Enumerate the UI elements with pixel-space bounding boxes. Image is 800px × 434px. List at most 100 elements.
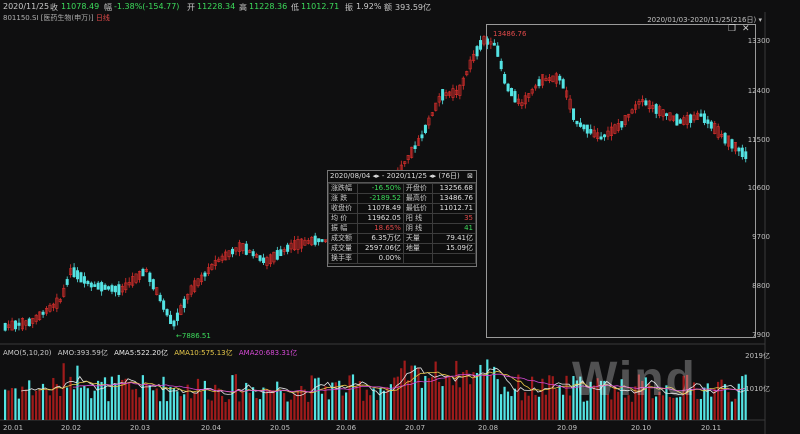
stats-label: 地量 — [402, 243, 434, 254]
volume-bar — [59, 395, 62, 420]
stats-label: 最高价 — [402, 193, 434, 204]
volume-bar — [717, 381, 720, 420]
candle — [58, 299, 62, 303]
candle — [682, 117, 686, 125]
date-tick: 20.04 — [201, 424, 222, 432]
candle — [427, 117, 431, 126]
candle — [696, 112, 700, 120]
volume-bar — [155, 388, 158, 420]
close-icon[interactable]: ✕ — [742, 24, 750, 34]
amo-title: AMO(5,10,20) — [3, 349, 52, 357]
volume-bar — [599, 380, 603, 420]
range-label[interactable]: 2020/01/03-2020/11/25(216日) ▾ — [647, 15, 762, 25]
candle — [289, 242, 293, 250]
candle — [48, 304, 52, 312]
volume-bar — [362, 400, 365, 420]
candle — [279, 249, 283, 257]
volume-bar — [637, 374, 640, 420]
candle — [565, 90, 569, 98]
candle — [182, 298, 186, 308]
maximize-icon[interactable]: ❐ — [728, 24, 737, 34]
candle — [196, 278, 200, 287]
candle — [423, 124, 427, 134]
volume-bar — [376, 400, 379, 420]
price-tick: 10600 — [747, 184, 770, 192]
quote-bar: 2020/11/25 收 11078.49 幅 -1.38%(-154.77) … — [0, 0, 800, 12]
volume-bar — [465, 370, 468, 420]
volume-bar — [320, 393, 324, 420]
candle — [141, 268, 145, 277]
candle — [24, 320, 28, 326]
candle — [592, 129, 596, 138]
volume-bar — [14, 388, 17, 420]
volume-bar — [200, 391, 203, 420]
candle — [499, 60, 503, 70]
volume-bar — [62, 363, 65, 420]
volume-bar — [100, 381, 103, 420]
date-tick: 20.03 — [130, 424, 151, 432]
volume-bar — [648, 383, 651, 420]
volume-bar — [555, 389, 558, 420]
volume-bar — [38, 389, 41, 420]
interval-selection-box[interactable] — [486, 24, 756, 338]
volume-bar — [713, 388, 716, 420]
volume-bar — [641, 380, 644, 420]
candle — [634, 104, 638, 110]
candle — [516, 98, 520, 104]
stats-label: 换手率 — [327, 253, 359, 264]
volume-bar — [520, 400, 523, 420]
candle — [231, 248, 235, 255]
candle — [186, 293, 190, 300]
volume-bar — [4, 389, 7, 420]
candle — [733, 142, 737, 152]
volume-bar — [134, 388, 138, 420]
candle — [709, 121, 713, 129]
candle — [692, 114, 696, 121]
open-value: 11228.34 — [197, 2, 236, 11]
stats-value: 41 — [432, 223, 476, 234]
volume-bar — [741, 376, 744, 420]
volume-bar — [103, 377, 107, 420]
volume-bar — [17, 398, 20, 420]
ama20-value: AMA20:683.31亿 — [238, 349, 298, 357]
volume-bar — [117, 374, 120, 420]
candle — [175, 312, 179, 321]
volume-bar — [28, 380, 31, 420]
volume-bar — [124, 378, 127, 420]
volume-bar — [458, 387, 461, 420]
volume-bar — [131, 389, 134, 420]
amo-value: AMO:393.59亿 — [57, 349, 108, 357]
candle — [413, 145, 417, 150]
stats-value — [432, 253, 476, 264]
candle — [200, 274, 204, 283]
volume-bar — [179, 396, 182, 420]
volume-bar — [279, 390, 282, 420]
candle — [523, 95, 527, 105]
volume-bar — [283, 393, 286, 420]
period-selector[interactable]: 日线 — [95, 14, 110, 22]
stats-close-icon[interactable]: ⊠ — [467, 172, 473, 180]
volume-bar — [351, 374, 355, 420]
candle — [110, 285, 114, 292]
stats-value: -2189.52 — [357, 193, 404, 204]
candle — [585, 124, 589, 134]
candle — [17, 322, 21, 326]
volume-bar — [451, 385, 454, 420]
high-label: 高 — [239, 3, 247, 12]
candle — [661, 109, 665, 117]
volume-bar — [720, 379, 723, 420]
volume-bar — [503, 386, 506, 420]
candle — [227, 250, 231, 258]
stats-table: 涨跌幅 -16.50% 开盘价 13256.68 涨 跌 -2189.52 最高价 13486… — [327, 183, 476, 264]
price-tick: 13300 — [747, 37, 770, 45]
volume-bar — [21, 386, 24, 420]
volume-bar — [541, 378, 544, 420]
candle — [689, 114, 693, 123]
candle — [606, 130, 610, 137]
candle — [461, 77, 465, 86]
stats-value: -16.50% — [357, 183, 404, 194]
candle — [237, 242, 241, 252]
volume-bar — [141, 375, 144, 420]
change-value: -1.38%(-154.77) — [114, 2, 180, 11]
dropdown-icon[interactable]: ▾ — [758, 16, 762, 24]
